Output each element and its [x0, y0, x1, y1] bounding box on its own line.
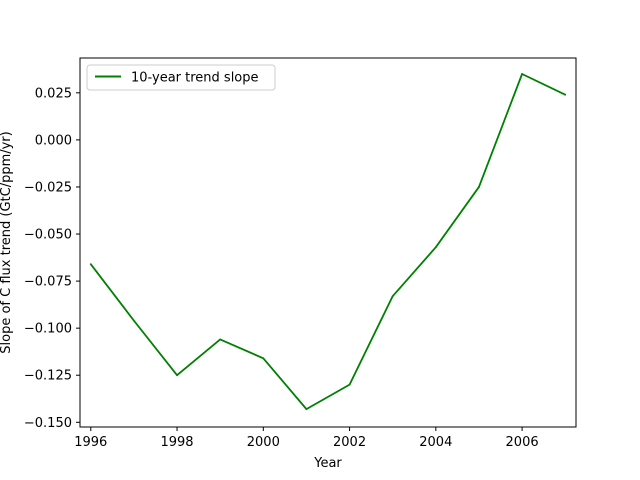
y-tick-label: −0.125	[24, 369, 72, 384]
y-tick-label: −0.075	[24, 275, 72, 290]
plot-area-frame	[79, 57, 577, 428]
x-tick-label: 1998	[160, 435, 193, 450]
y-tick-label: 0.025	[35, 86, 72, 101]
y-axis-title: Slope of C flux trend (GtC/ppm/yr)	[0, 131, 14, 353]
y-axis: 0.025 0.000 −0.025 −0.050 −0.075 −0.100 −0.125…	[24, 86, 80, 431]
y-tick-label: −0.150	[24, 416, 72, 431]
data-point	[564, 93, 567, 96]
x-tick-label: 2006	[506, 435, 539, 450]
data-point	[262, 357, 265, 360]
x-tick-label: 2004	[419, 435, 452, 450]
data-point	[305, 408, 308, 411]
data-point	[219, 338, 222, 341]
x-axis: 1996 1998 2000 2002 2004 2006	[74, 427, 539, 450]
data-point	[391, 295, 394, 298]
data-point	[521, 73, 523, 75]
y-tick-label: −0.100	[24, 322, 72, 337]
y-tick-label: 0.000	[35, 133, 72, 148]
data-point	[133, 319, 135, 322]
x-tick-label: 1996	[74, 435, 107, 450]
data-point	[478, 186, 480, 188]
series-line	[90, 73, 566, 411]
x-tick-label: 2000	[247, 435, 280, 450]
data-point	[89, 263, 92, 266]
series-layer	[89, 73, 567, 411]
data-point	[348, 383, 351, 386]
y-tick-label: −0.025	[24, 180, 72, 195]
legend: 10-year trend slope	[86, 64, 276, 91]
x-axis-title: Year	[313, 456, 342, 471]
data-point	[434, 246, 437, 249]
y-tick-label: −0.050	[24, 228, 72, 243]
data-point	[176, 374, 178, 377]
legend-box	[86, 64, 276, 91]
x-tick-label: 2002	[333, 435, 366, 450]
legend-label: 10-year trend slope	[131, 71, 259, 86]
